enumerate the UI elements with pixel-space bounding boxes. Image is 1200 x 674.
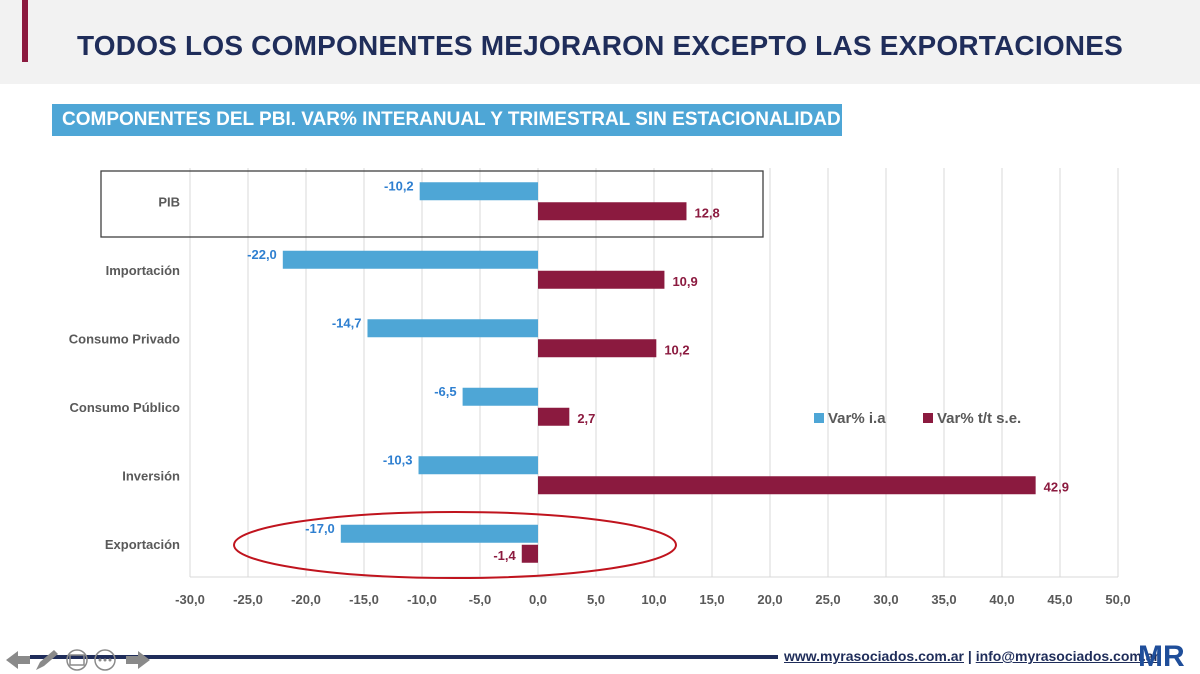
prev-arrow-icon[interactable] [6, 651, 30, 669]
bar-tt [538, 476, 1036, 495]
pen-icon[interactable] [36, 650, 58, 670]
data-label-ia: -10,3 [383, 452, 413, 467]
bar-ia [282, 250, 538, 269]
x-tick-label: 40,0 [989, 592, 1014, 607]
page-title: TODOS LOS COMPONENTES MEJORARON EXCEPTO … [77, 30, 1123, 61]
data-label-ia: -22,0 [247, 247, 277, 262]
category-label: PIB [158, 194, 180, 209]
data-label-tt: 42,9 [1044, 479, 1069, 494]
header-accent [22, 0, 28, 62]
x-tick-label: 15,0 [699, 592, 724, 607]
legend-swatch-ia [814, 413, 824, 423]
bar-tt [538, 407, 570, 426]
logo-text: MR [1138, 640, 1185, 670]
category-label: Inversión [122, 468, 180, 483]
bar-ia [340, 524, 538, 543]
x-tick-label: -30,0 [175, 592, 205, 607]
header-bar [0, 0, 1200, 84]
x-tick-label: 0,0 [529, 592, 547, 607]
x-tick-label: 5,0 [587, 592, 605, 607]
x-tick-label: -5,0 [469, 592, 491, 607]
data-label-ia: -14,7 [332, 315, 362, 330]
website-link[interactable]: www.myrasociados.com.ar [784, 648, 964, 664]
category-label: Exportación [105, 537, 180, 552]
data-label-tt: -1,4 [493, 548, 516, 563]
highlight-ellipse-exportacion [233, 511, 677, 579]
bar-tt [538, 339, 657, 358]
x-tick-label: 10,0 [641, 592, 666, 607]
x-tick-label: 20,0 [757, 592, 782, 607]
footer-separator: | [967, 648, 972, 664]
data-label-tt: 2,7 [577, 411, 595, 426]
chart-subtitle: COMPONENTES DEL PBI. VAR% INTERANUAL Y T… [52, 104, 842, 136]
bar-chart: -30,0 -25,0 -20,0 -15,0 -10,0 -5,0 0,0 5,0 10,0 1… [69, 168, 1131, 607]
next-arrow-icon[interactable] [126, 651, 150, 669]
slides-icon[interactable] [66, 649, 88, 671]
bar-tt [538, 270, 665, 289]
category-label: Importación [106, 263, 180, 278]
category-label: Consumo Público [70, 400, 181, 415]
data-label-ia: -6,5 [434, 384, 456, 399]
data-label-tt: 10,9 [672, 274, 697, 289]
bar-tt [521, 544, 538, 563]
bar-ia [367, 319, 538, 338]
data-label-tt: 12,8 [694, 205, 719, 220]
x-tick-label: -15,0 [349, 592, 379, 607]
x-tick-label: -10,0 [407, 592, 437, 607]
footer-divider [30, 655, 1140, 659]
x-tick-label: 35,0 [931, 592, 956, 607]
data-label-ia: -17,0 [305, 521, 335, 536]
x-tick-label: 50,0 [1105, 592, 1130, 607]
bar-ia [419, 182, 538, 201]
slide-navigation [6, 649, 150, 671]
x-tick-label: 45,0 [1047, 592, 1072, 607]
data-label-tt: 10,2 [664, 342, 689, 357]
footer-links: www.myrasociados.com.ar | info@myrasocia… [778, 648, 1165, 664]
x-tick-label: 25,0 [815, 592, 840, 607]
company-logo: MR [1138, 640, 1185, 670]
x-tick-label: -25,0 [233, 592, 263, 607]
data-label-ia: -10,2 [384, 178, 414, 193]
bar-ia [462, 387, 538, 406]
email-link[interactable]: info@myrasociados.com.ar [975, 648, 1159, 664]
more-options-icon[interactable] [94, 649, 116, 671]
legend-swatch-tt [923, 413, 933, 423]
x-tick-label: -20,0 [291, 592, 321, 607]
legend-label-tt: Var% t/t s.e. [937, 410, 1021, 427]
x-tick-label: 30,0 [873, 592, 898, 607]
legend-label-ia: Var% i.a [828, 410, 886, 427]
bar-ia [418, 456, 538, 475]
category-label: Consumo Privado [69, 331, 180, 346]
highlight-box-pib [100, 170, 764, 238]
bar-tt [538, 202, 687, 221]
